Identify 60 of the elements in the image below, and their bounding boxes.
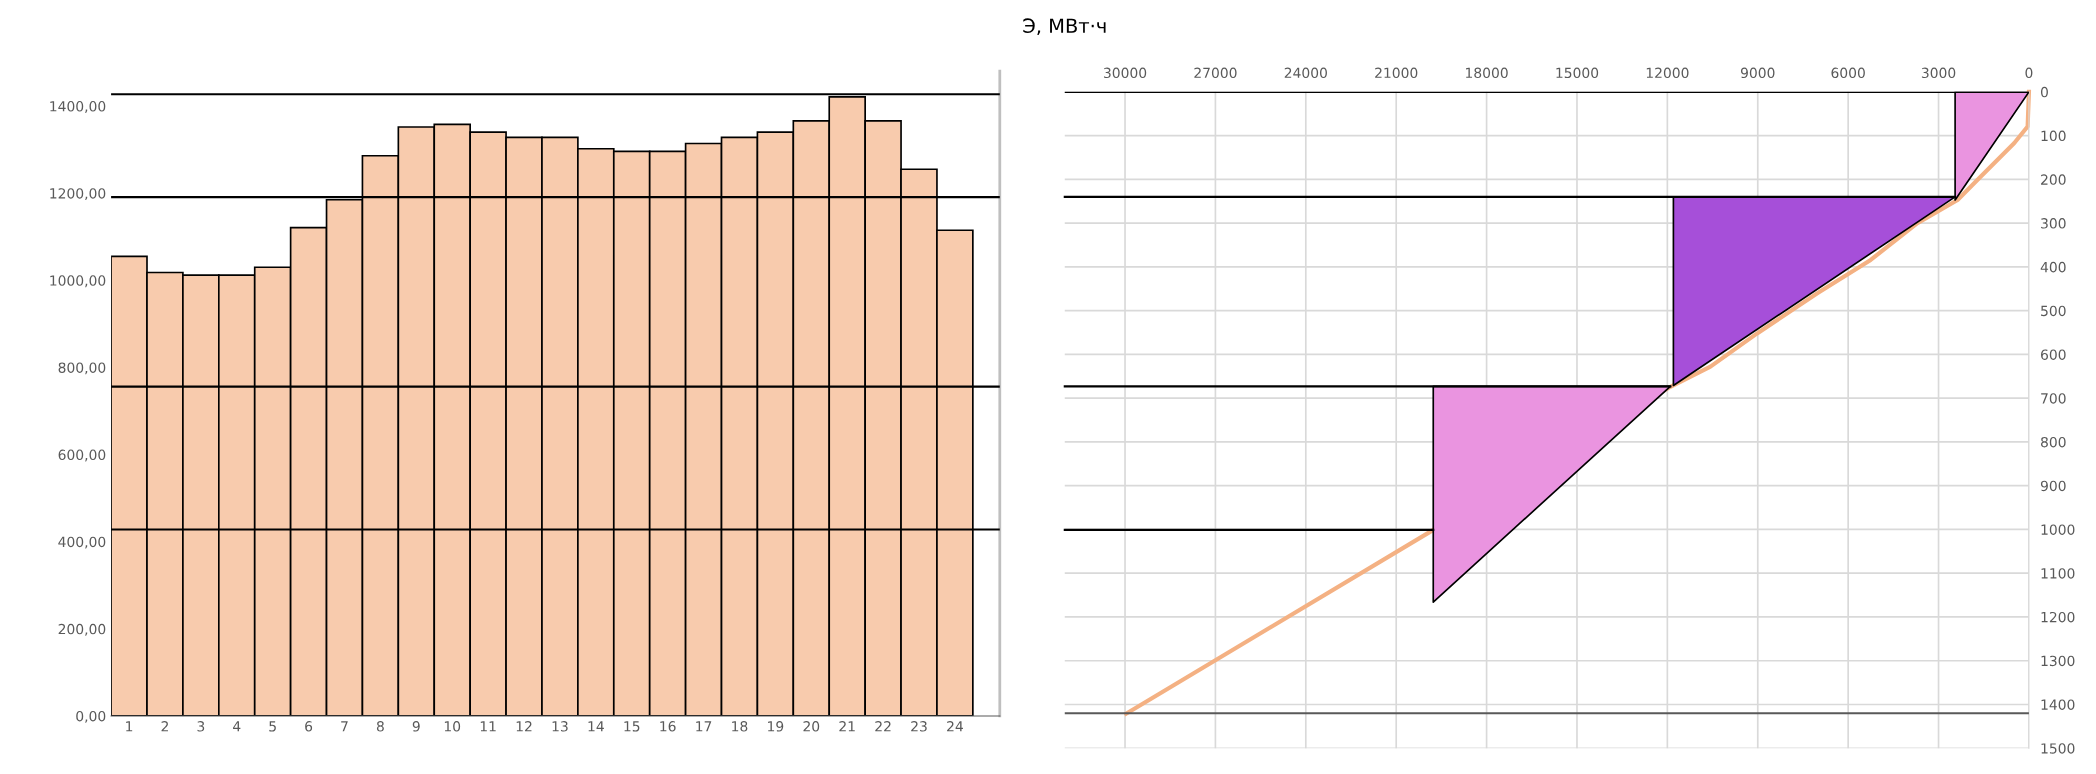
y-tick-label: 400,00 xyxy=(58,536,106,549)
y-tick-label: 0,00 xyxy=(76,710,106,723)
y-tick-label: 1400,00 xyxy=(50,101,106,113)
y-tick-label: 300 xyxy=(2041,218,2066,229)
x-tick-label: 16 xyxy=(660,721,676,732)
y-tick-label: 1300 xyxy=(2041,655,2075,667)
x-tick-label: 18 xyxy=(732,721,748,732)
y-tick-label: 200 xyxy=(2041,174,2066,185)
x-tick-label: 15000 xyxy=(1556,67,1599,79)
x-tick-label: 22 xyxy=(875,721,891,732)
y-tick-label: 900 xyxy=(2040,480,2066,492)
x-tick-label: 6000 xyxy=(1831,67,1865,79)
y-tick-label: 800,00 xyxy=(58,362,106,375)
x-tick-label: 17 xyxy=(696,721,712,732)
x-tick-label: 24 xyxy=(947,721,963,732)
y-tick-label: 200,00 xyxy=(58,623,106,636)
y-tick-label: 800 xyxy=(2040,436,2066,448)
x-tick-label: 12000 xyxy=(1646,67,1689,79)
x-tick-label: 7 xyxy=(341,721,348,732)
x-axis-title: Э, МВт·ч xyxy=(1023,18,1106,36)
x-tick-label: 20 xyxy=(803,721,820,732)
x-tick-label: 9 xyxy=(412,721,420,732)
x-tick-label: 8 xyxy=(376,721,384,732)
y-tick-label: 1100 xyxy=(2041,568,2075,579)
x-tick-label: 23 xyxy=(911,721,927,732)
y-tick-label: 1400 xyxy=(2041,699,2075,710)
x-tick-label: 13 xyxy=(552,721,568,732)
x-tick-label: 27000 xyxy=(1194,67,1237,79)
x-tick-label: 21 xyxy=(839,721,855,732)
x-tick-label: 3 xyxy=(197,721,205,732)
x-tick-label: 12 xyxy=(516,721,532,732)
y-tick-label: 0 xyxy=(2040,86,2048,98)
y-tick-label: 1500 xyxy=(2041,743,2075,754)
x-tick-label: 18000 xyxy=(1466,67,1508,79)
x-tick-label: 24000 xyxy=(1284,67,1327,79)
x-tick-label: 15 xyxy=(624,721,640,732)
x-tick-label: 30000 xyxy=(1103,67,1147,79)
y-tick-label: 500 xyxy=(2041,305,2066,317)
x-tick-label: 9000 xyxy=(1740,67,1775,79)
y-tick-label: 600 xyxy=(2041,349,2066,360)
x-tick-label: 3000 xyxy=(1921,67,1956,79)
y-tick-label: 600,00 xyxy=(58,449,106,462)
x-tick-label: 4 xyxy=(233,721,241,732)
x-tick-label: 0 xyxy=(2025,67,2033,79)
x-tick-label: 21000 xyxy=(1375,67,1418,79)
x-tick-label: 14 xyxy=(588,721,604,732)
y-tick-label: 1200 xyxy=(2041,611,2075,623)
x-tick-label: 11 xyxy=(480,721,496,732)
x-tick-label: 2 xyxy=(161,721,168,732)
y-tick-label: 1000,00 xyxy=(50,275,106,288)
y-tick-label: 1200,00 xyxy=(50,188,106,201)
x-tick-label: 10 xyxy=(444,721,461,732)
y-tick-label: 1000 xyxy=(2041,524,2075,535)
x-tick-label: 19 xyxy=(768,721,784,732)
x-tick-label: 1 xyxy=(126,721,133,732)
y-tick-label: 400 xyxy=(2040,261,2066,273)
y-tick-label: 100 xyxy=(2041,130,2066,142)
x-tick-label: 5 xyxy=(269,721,276,732)
x-tick-label: 6 xyxy=(305,721,313,732)
y-tick-label: 700 xyxy=(2041,393,2066,404)
